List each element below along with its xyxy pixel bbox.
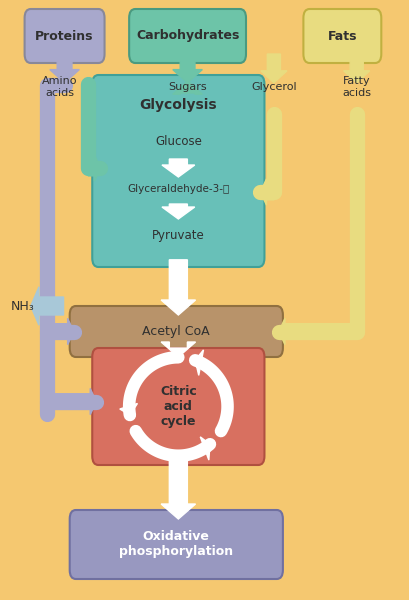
- Text: Carbohydrates: Carbohydrates: [135, 29, 239, 43]
- FancyBboxPatch shape: [70, 510, 282, 579]
- Polygon shape: [278, 318, 356, 344]
- Polygon shape: [260, 54, 286, 83]
- FancyBboxPatch shape: [70, 306, 282, 357]
- Text: Sugars: Sugars: [168, 82, 206, 92]
- Text: Glycerol: Glycerol: [250, 82, 296, 92]
- FancyBboxPatch shape: [303, 9, 380, 63]
- Text: Glucose: Glucose: [155, 134, 201, 148]
- Text: Citric
acid
cycle: Citric acid cycle: [160, 385, 196, 428]
- Polygon shape: [88, 155, 100, 181]
- Polygon shape: [50, 54, 79, 83]
- Ellipse shape: [153, 382, 202, 431]
- Polygon shape: [173, 81, 202, 94]
- Text: Pyruvate: Pyruvate: [152, 229, 204, 242]
- Polygon shape: [47, 388, 96, 415]
- Text: Glyceraldehyde-3-Ⓟ: Glyceraldehyde-3-Ⓟ: [127, 184, 229, 194]
- Polygon shape: [31, 287, 63, 325]
- FancyBboxPatch shape: [25, 9, 104, 63]
- FancyBboxPatch shape: [92, 348, 264, 465]
- Polygon shape: [119, 403, 137, 415]
- Text: Fats: Fats: [327, 29, 356, 43]
- Text: Proteins: Proteins: [35, 29, 94, 43]
- Text: Acetyl CoA: Acetyl CoA: [142, 325, 209, 338]
- Text: Oxidative
phosphorylation: Oxidative phosphorylation: [119, 530, 233, 559]
- Polygon shape: [200, 437, 209, 460]
- Polygon shape: [162, 159, 194, 177]
- FancyBboxPatch shape: [92, 75, 264, 267]
- Polygon shape: [173, 54, 202, 83]
- Text: Glycolysis: Glycolysis: [139, 98, 217, 112]
- Text: Amino
acids: Amino acids: [42, 76, 77, 98]
- Polygon shape: [195, 350, 203, 376]
- Polygon shape: [260, 179, 273, 205]
- Polygon shape: [161, 456, 195, 519]
- Polygon shape: [47, 318, 74, 344]
- Polygon shape: [161, 342, 195, 357]
- Text: NH₃: NH₃: [11, 299, 34, 313]
- Text: Fatty
acids: Fatty acids: [342, 76, 370, 98]
- Polygon shape: [161, 260, 195, 315]
- Polygon shape: [162, 204, 194, 219]
- Polygon shape: [343, 54, 369, 83]
- FancyBboxPatch shape: [129, 9, 245, 63]
